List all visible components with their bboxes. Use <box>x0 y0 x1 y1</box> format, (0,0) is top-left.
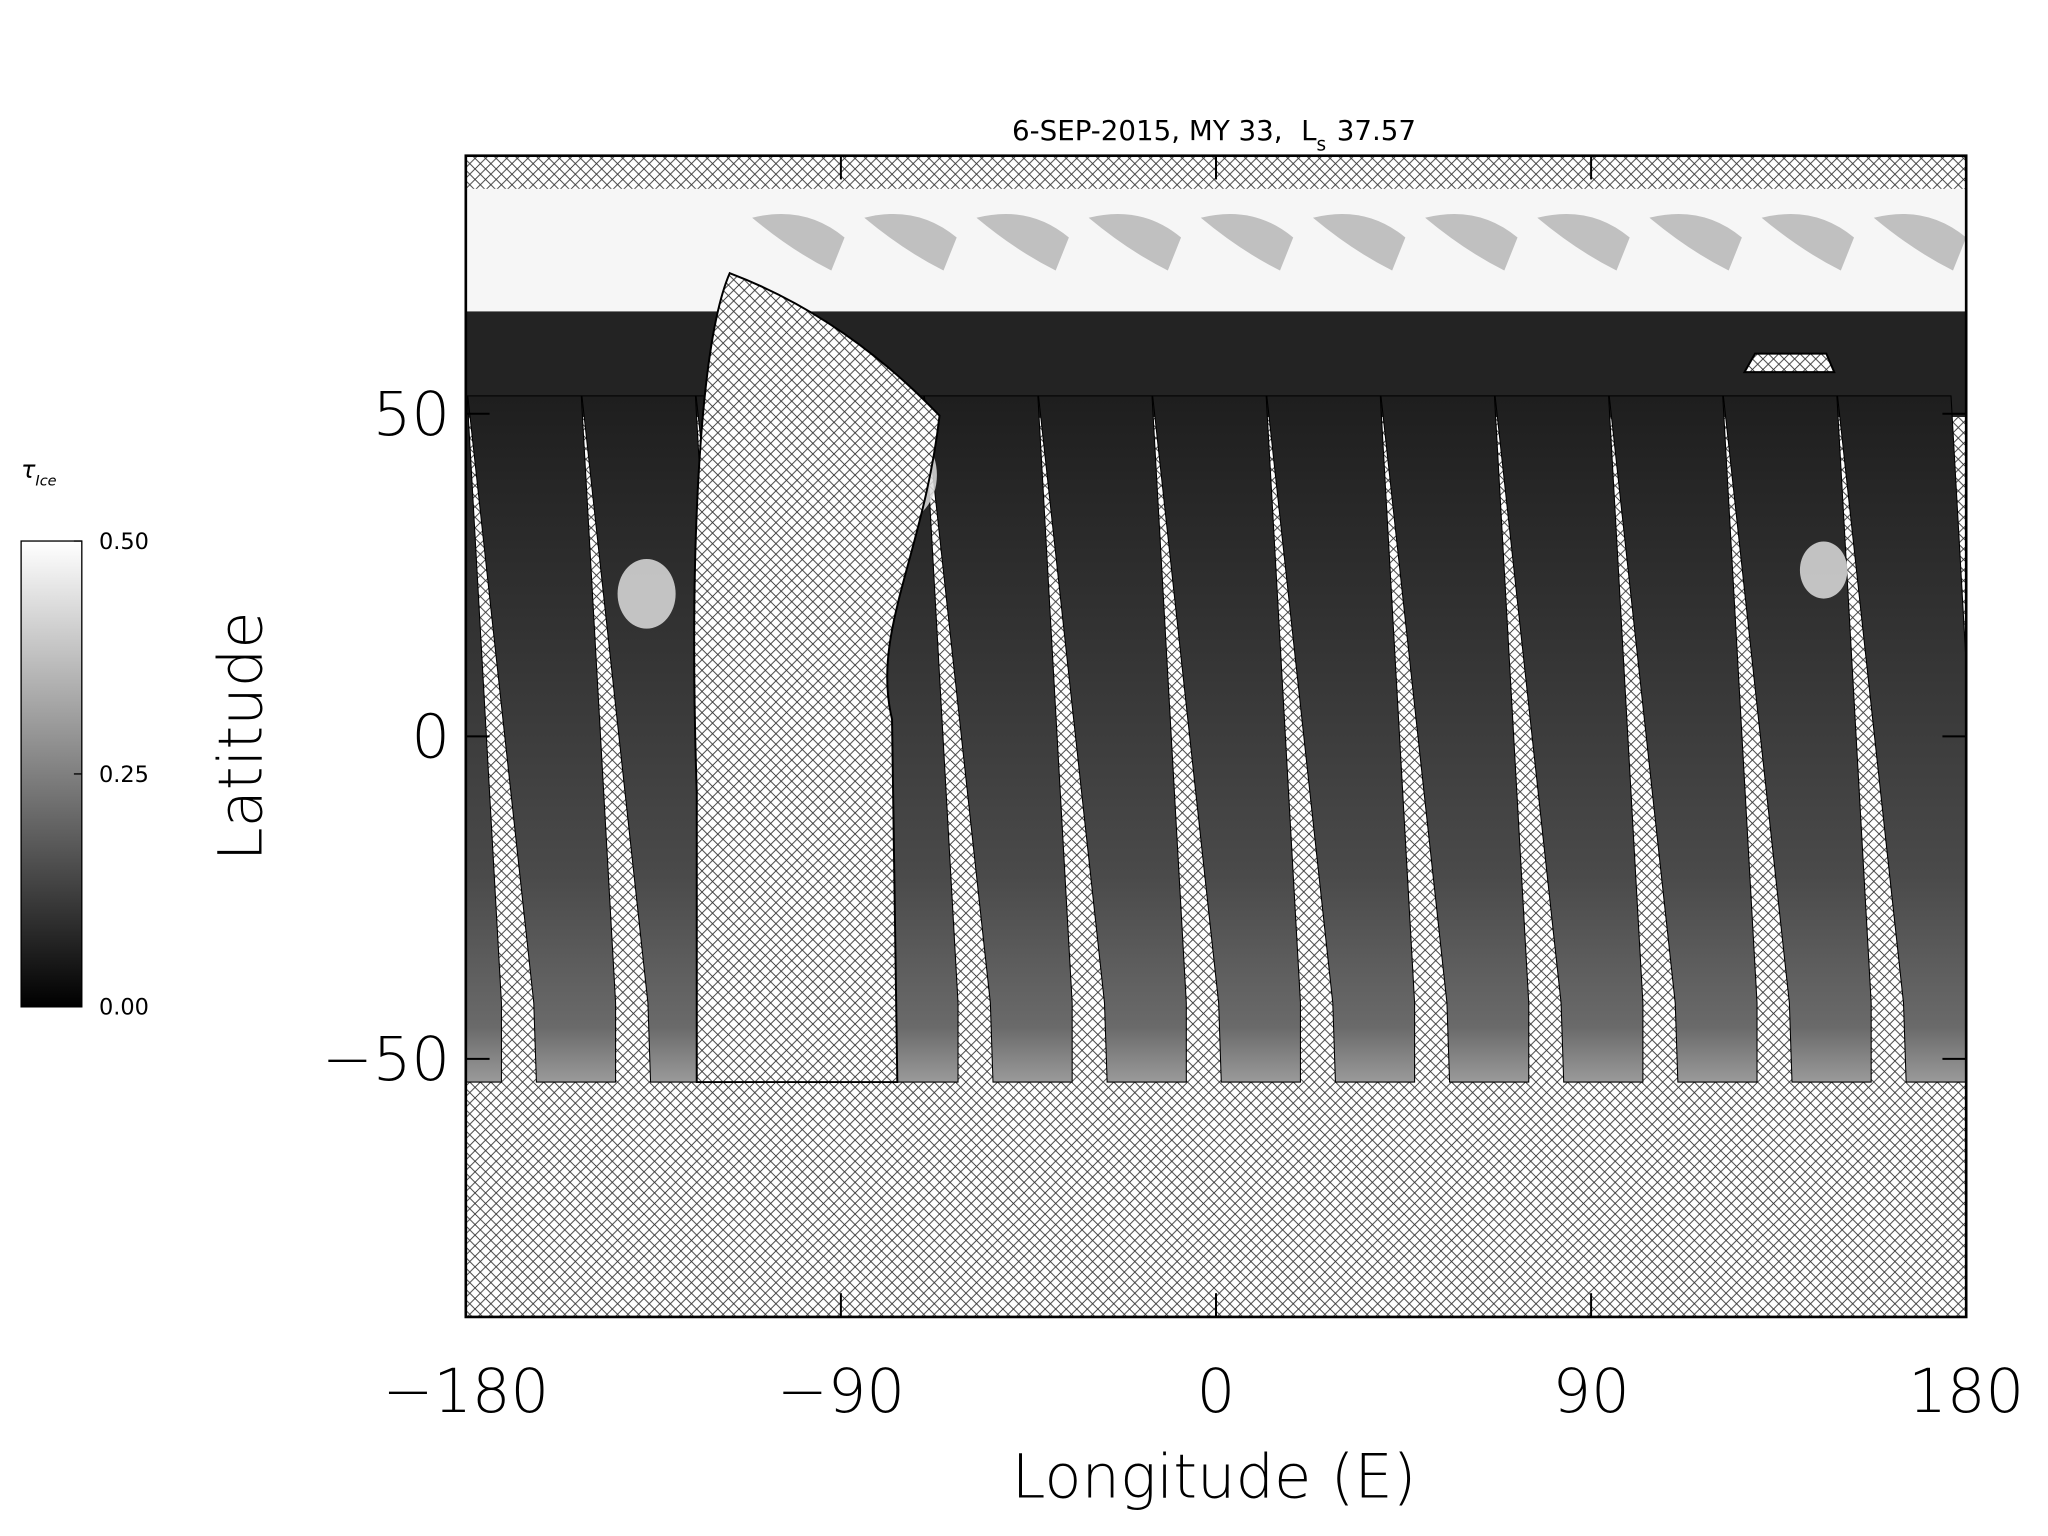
cap-streak <box>1761 213 1855 271</box>
cap-streak <box>752 213 845 271</box>
colorbar <box>20 540 83 1008</box>
cap-streak <box>1312 213 1406 271</box>
y-axis-title: Latitude <box>206 611 276 861</box>
cap-streak <box>1537 213 1630 271</box>
swath <box>1836 395 1967 1083</box>
cloud <box>617 558 676 629</box>
swath <box>923 395 1073 1083</box>
no-data-hatch <box>1742 352 1836 374</box>
swath <box>1608 395 1758 1083</box>
cap-streak <box>1873 213 1967 271</box>
colorbar-title: τIce <box>21 456 57 490</box>
polar-cap <box>465 188 1967 321</box>
colorbar-tick-label: 0.50 <box>99 529 149 555</box>
cap-streak <box>1200 213 1294 271</box>
swath <box>1380 395 1530 1083</box>
y-tick-label: −50 <box>322 1025 450 1095</box>
x-tick-label: 90 <box>1552 1357 1629 1427</box>
cap-streak <box>864 213 957 271</box>
colorbar-tick-label: 0.00 <box>99 995 149 1021</box>
y-tick-label: 0 <box>411 702 450 772</box>
swath <box>467 395 617 1083</box>
swath <box>1494 395 1644 1083</box>
x-tick-label: 180 <box>1908 1357 2024 1427</box>
x-tick-label: −180 <box>382 1357 549 1427</box>
cap-streak <box>1425 213 1518 271</box>
map-image <box>465 155 1967 1317</box>
x-tick-label: 0 <box>1197 1357 1236 1427</box>
chart-title: 6-SEP-2015, MY 33, Ls 37.57 <box>1012 114 1416 156</box>
no-data-hatch <box>693 271 941 1084</box>
swath <box>1152 395 1301 1083</box>
no-data-hatch <box>465 1084 1967 1317</box>
swath <box>1266 395 1416 1083</box>
swath <box>1037 395 1187 1083</box>
x-tick-label: −90 <box>777 1357 905 1427</box>
colorbar-tick-label: 0.25 <box>99 762 149 788</box>
x-axis-title: Longitude (E) <box>1012 1443 1417 1513</box>
cap-streak <box>976 213 1069 271</box>
cap-streak <box>1649 213 1742 271</box>
cloud <box>1799 541 1848 599</box>
y-tick-label: 50 <box>373 380 450 450</box>
cap-streak <box>1088 213 1182 271</box>
